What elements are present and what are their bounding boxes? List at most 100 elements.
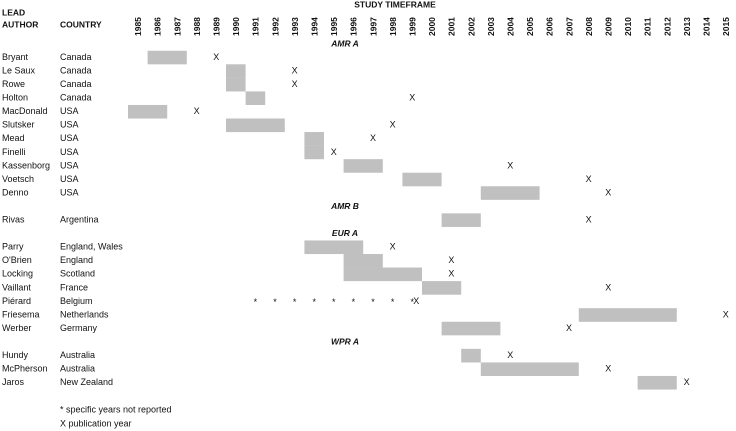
x-tick-label: 1998 [388, 17, 398, 36]
country: Netherlands [60, 309, 109, 319]
x-tick-label: 1996 [349, 17, 359, 36]
publication-year: X [586, 174, 592, 184]
country: England [60, 255, 93, 265]
study-bar [578, 308, 677, 322]
unreported-year: * [410, 297, 414, 307]
study-bar [461, 348, 481, 363]
publication-year: X [409, 93, 415, 103]
author: Kassenborg [2, 160, 50, 170]
publication-year: X [605, 282, 611, 292]
country: Canada [60, 79, 92, 89]
x-tick-label: 1986 [153, 17, 163, 36]
x-tick-label: 2015 [721, 17, 731, 36]
x-tick-label: 1995 [329, 17, 339, 36]
note: X publication year [60, 418, 132, 428]
country: USA [60, 187, 79, 197]
note: * specific years not reported [60, 404, 172, 414]
study-bar [304, 240, 364, 255]
author-header: AUTHOR [2, 19, 38, 29]
author: McPherson [2, 364, 48, 374]
x-tick-label: 2005 [525, 17, 535, 36]
publication-year: X [684, 377, 690, 387]
study-bar [343, 267, 422, 282]
unreported-year: * [371, 297, 375, 307]
x-tick-label: 2006 [545, 17, 555, 36]
author: Rivas [2, 215, 25, 225]
publication-year: X [605, 364, 611, 374]
x-tick-label: 2014 [701, 17, 711, 36]
country: New Zealand [60, 377, 113, 387]
publication-year: X [448, 269, 454, 279]
author: Bryant [2, 52, 29, 62]
study-bar [480, 186, 540, 200]
country: England, Wales [60, 242, 123, 252]
x-tick-label: 2010 [623, 17, 633, 36]
publication-year: X [448, 255, 454, 265]
publication-year: X [507, 350, 513, 360]
country: France [60, 282, 88, 292]
unreported-year: * [332, 297, 336, 307]
country: USA [60, 120, 79, 130]
publication-year: X [605, 187, 611, 197]
country: USA [60, 133, 79, 143]
x-tick-label: 2007 [564, 17, 574, 36]
chart-title: STUDY TIMEFRAME [354, 0, 436, 9]
x-tick-label: 1997 [368, 17, 378, 36]
unreported-year: * [293, 297, 297, 307]
publication-year: X [390, 242, 396, 252]
publication-year: X [370, 133, 376, 143]
author: Locking [2, 269, 33, 279]
country: Australia [60, 350, 95, 360]
study-bar [441, 213, 481, 227]
author: Hundy [2, 350, 29, 360]
author: Mead [2, 133, 25, 143]
publication-year: X [723, 309, 729, 319]
study-bar [402, 172, 442, 187]
x-tick-label: 2000 [427, 17, 437, 36]
country: Canada [60, 65, 92, 75]
author: O'Brien [2, 255, 32, 265]
x-tick-label: 2004 [505, 17, 515, 36]
group-label: WPR A [331, 336, 359, 346]
study-bar [128, 104, 168, 119]
author: Holton [2, 93, 28, 103]
x-tick-label: 2013 [682, 17, 692, 36]
x-tick-label: 1999 [407, 17, 417, 36]
unreported-year: * [352, 297, 356, 307]
author: Le Saux [2, 65, 36, 75]
country: USA [60, 174, 79, 184]
publication-year: X [194, 106, 200, 116]
x-tick-label: 2002 [466, 17, 476, 36]
unreported-year: * [391, 297, 395, 307]
group-label: AMR A [330, 38, 359, 48]
study-bar [343, 254, 383, 268]
x-tick-label: 2001 [447, 17, 457, 36]
publication-year: X [331, 147, 337, 157]
country: Argentina [60, 215, 99, 225]
author: Rowe [2, 79, 25, 89]
author-header: LEAD [2, 7, 25, 17]
unreported-year: * [254, 297, 258, 307]
x-tick-label: 2012 [662, 17, 672, 36]
author: MacDonald [2, 106, 48, 116]
x-tick-label: 2009 [603, 17, 613, 36]
study-bar [304, 145, 324, 160]
publication-year: X [213, 52, 219, 62]
publication-year: X [413, 296, 419, 306]
x-tick-label: 1988 [192, 17, 202, 36]
country: Canada [60, 52, 92, 62]
country-header: COUNTRY [60, 19, 102, 29]
study-bar [637, 375, 677, 390]
study-bar [226, 118, 285, 133]
study-bar [226, 77, 246, 92]
x-tick-label: 1987 [172, 17, 182, 36]
author: Friesema [2, 309, 40, 319]
x-tick-label: 1985 [133, 17, 143, 36]
group-label: EUR A [332, 228, 358, 238]
study-bar [147, 50, 187, 65]
publication-year: X [507, 160, 513, 170]
x-tick-label: 1992 [270, 17, 280, 36]
country: Germany [60, 323, 98, 333]
author: Voetsch [2, 174, 34, 184]
